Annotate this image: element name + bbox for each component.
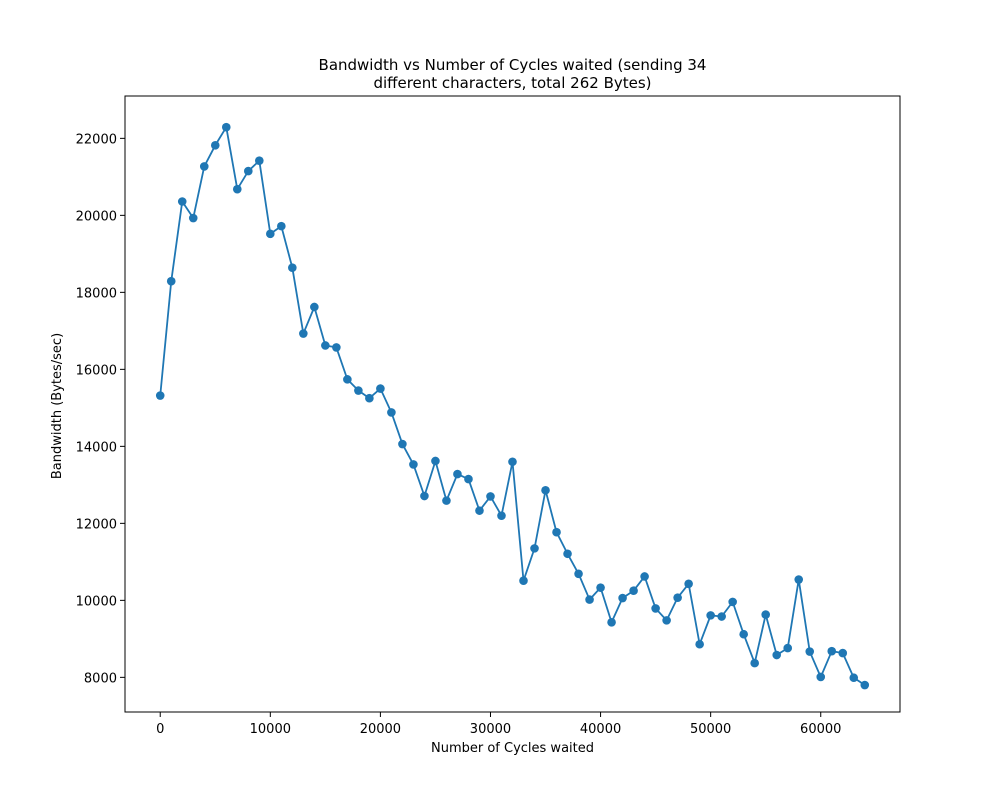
data-point (684, 579, 693, 589)
data-point (629, 586, 638, 596)
data-point (816, 672, 826, 682)
data-point (860, 680, 870, 690)
data-point (849, 673, 859, 683)
data-point (332, 343, 341, 352)
x-tick-label: 30000 (470, 722, 511, 737)
data-point (706, 611, 715, 620)
y-tick-label: 18000 (76, 286, 117, 301)
data-point (673, 593, 682, 602)
data-point (277, 221, 286, 231)
data-point (255, 156, 264, 165)
plot-area (155, 122, 870, 690)
data-point (409, 460, 418, 469)
data-point (750, 658, 759, 668)
data-point (464, 474, 473, 484)
data-point (299, 329, 308, 338)
x-axis-ticks: 0 10000 20000 30000 40000 50000 60000 (156, 712, 841, 737)
data-point (310, 302, 319, 312)
data-point (761, 610, 770, 619)
data-point (420, 491, 429, 501)
data-point (453, 469, 462, 479)
data-point (596, 583, 605, 592)
data-point (243, 166, 253, 176)
chart-title-line-2: different characters, total 262 Bytes) (373, 74, 651, 92)
data-point (431, 456, 440, 466)
data-point (343, 375, 352, 384)
x-axis-label: Number of Cycles waited (431, 741, 594, 756)
data-point (177, 197, 187, 206)
data-point (695, 639, 704, 649)
chart-title-line-1: Bandwidth vs Number of Cycles waited (se… (319, 56, 707, 74)
x-tick-label: 60000 (800, 722, 841, 737)
y-tick-label: 14000 (76, 440, 117, 455)
data-point (783, 643, 793, 653)
data-point (188, 213, 198, 223)
data-point (651, 604, 660, 613)
data-point (486, 492, 495, 501)
data-point (166, 276, 176, 286)
x-tick-label: 20000 (360, 722, 401, 737)
data-point (640, 572, 649, 581)
data-point (232, 184, 242, 194)
x-tick-label: 40000 (580, 722, 621, 737)
data-point (266, 229, 275, 239)
data-point (321, 341, 330, 350)
data-point (376, 384, 385, 393)
data-point (838, 648, 848, 658)
data-point (585, 595, 594, 604)
data-point (155, 391, 165, 400)
data-point (475, 506, 484, 515)
data-point (354, 386, 363, 395)
x-tick-label: 50000 (690, 722, 731, 737)
y-tick-label: 16000 (76, 363, 117, 378)
y-axis-label: Bandwidth (Bytes/sec) (50, 333, 65, 479)
data-point (199, 162, 209, 171)
data-point (607, 617, 616, 627)
data-point (210, 140, 220, 150)
data-point (497, 511, 506, 520)
axes-frame (124, 95, 901, 713)
data-point (530, 544, 539, 553)
data-point (519, 576, 528, 586)
data-point (563, 549, 572, 559)
y-tick-label: 22000 (76, 132, 117, 147)
data-point (794, 575, 804, 584)
data-point (541, 485, 550, 495)
data-point (398, 439, 407, 449)
data-point (442, 496, 451, 505)
data-point (552, 527, 561, 537)
data-point (574, 569, 583, 579)
x-tick-label: 10000 (250, 722, 291, 737)
data-point (662, 616, 671, 625)
y-axis-ticks: 8000 10000 12000 14000 16000 18000 20000 22000 (76, 132, 125, 686)
data-point (288, 263, 297, 273)
data-point (827, 646, 837, 656)
data-point (739, 629, 748, 639)
data-point (728, 597, 737, 607)
data-point (717, 612, 726, 621)
y-tick-label: 10000 (76, 594, 117, 609)
data-point (772, 650, 782, 660)
data-point (805, 647, 815, 656)
y-tick-label: 20000 (76, 209, 117, 224)
data-point (221, 122, 231, 132)
data-point (387, 408, 396, 417)
data-point (508, 457, 517, 467)
x-tick-label: 0 (156, 722, 164, 737)
y-tick-label: 12000 (76, 517, 117, 532)
data-point (618, 593, 627, 603)
y-tick-label: 8000 (84, 671, 117, 686)
data-point (365, 393, 374, 403)
